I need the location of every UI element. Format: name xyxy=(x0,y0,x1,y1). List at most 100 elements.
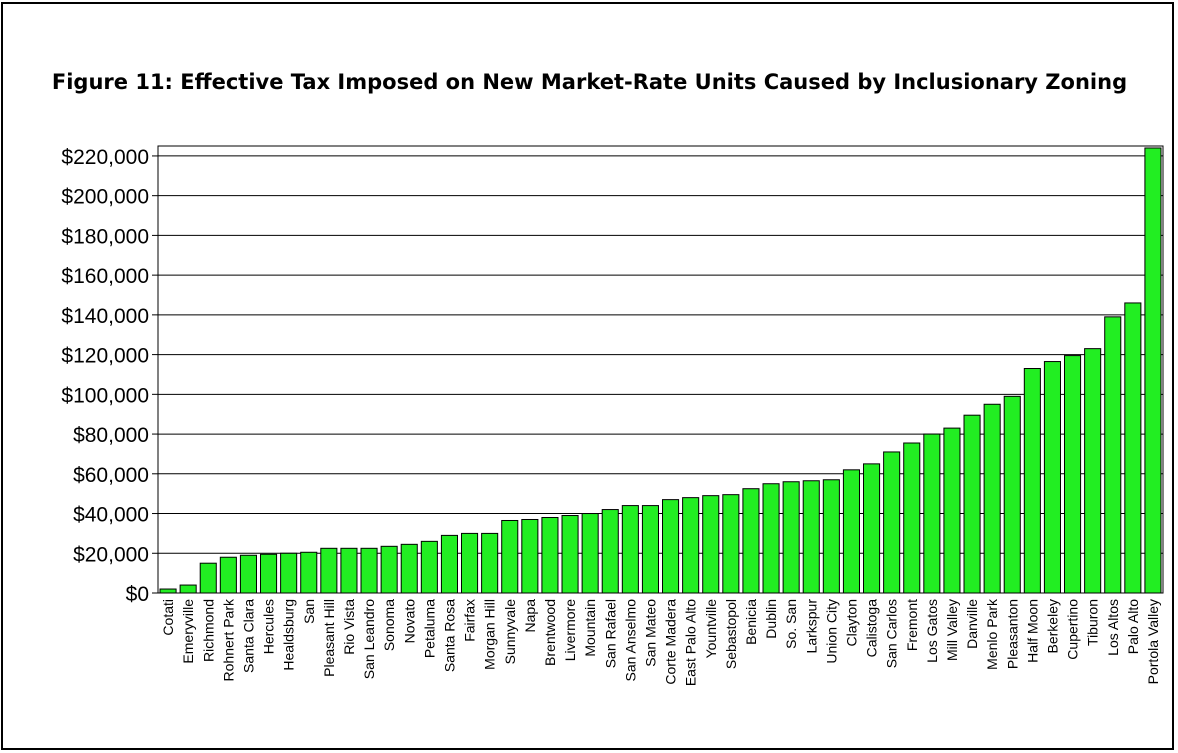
y-tick-label: $200,000 xyxy=(61,186,149,209)
bar xyxy=(682,497,700,594)
y-tick-label: $0 xyxy=(126,583,149,606)
bar xyxy=(1124,302,1142,594)
x-tick-label: San xyxy=(301,599,317,624)
x-tick-label: Sunnyvale xyxy=(502,599,518,665)
x-tick-label: Brentwood xyxy=(542,599,558,666)
x-tick-label: Cupertino xyxy=(1065,599,1081,660)
bar xyxy=(762,483,780,594)
bar xyxy=(722,494,740,594)
bar xyxy=(239,554,257,594)
x-tick-label: Cotati xyxy=(160,599,176,636)
bar xyxy=(300,551,318,594)
bar xyxy=(1064,355,1082,594)
bar xyxy=(903,442,921,594)
bar xyxy=(581,513,599,594)
x-tick-label: Los Gatos xyxy=(924,599,940,663)
bar xyxy=(340,547,358,594)
x-tick-label: San Carlos xyxy=(884,599,900,668)
x-tick-label: Yountville xyxy=(703,599,719,659)
x-tick-label: Richmond xyxy=(200,599,216,662)
x-tick-label: East Palo Alto xyxy=(683,599,699,686)
x-tick-label: Danville xyxy=(964,599,980,649)
x-tick-label: Larkspur xyxy=(803,599,819,654)
x-tick-label: Emeryville xyxy=(180,599,196,664)
x-tick-label: Menlo Park xyxy=(984,598,1000,670)
x-tick-label: Morgan Hill xyxy=(482,599,498,670)
bar xyxy=(842,469,860,594)
x-tick-label: Petaluma xyxy=(421,599,437,658)
x-tick-label: Calistoga xyxy=(864,599,880,658)
x-tick-label: Rio Vista xyxy=(341,599,357,655)
bar xyxy=(320,547,338,594)
bar xyxy=(943,427,961,594)
bar xyxy=(199,562,217,594)
bar xyxy=(1084,348,1102,594)
bar xyxy=(561,515,579,594)
y-tick-label: $60,000 xyxy=(73,464,149,487)
x-tick-label: Fremont xyxy=(904,599,920,651)
x-tick-label: Rohnert Park xyxy=(220,598,236,681)
bar xyxy=(541,517,559,594)
bar xyxy=(863,463,881,594)
chart-title: Figure 11: Effective Tax Imposed on New … xyxy=(51,70,1128,94)
bar xyxy=(159,588,177,594)
x-tick-label: Mill Valley xyxy=(944,599,960,661)
x-tick-label: Corte Madera xyxy=(663,599,679,685)
bar xyxy=(963,414,981,594)
y-tick-label: $80,000 xyxy=(73,424,149,447)
x-tick-label: Pleasanton xyxy=(1004,599,1020,669)
x-tick-label: Union City xyxy=(823,599,839,664)
bar xyxy=(179,584,197,594)
bar xyxy=(702,495,720,594)
bar xyxy=(802,480,820,594)
bar xyxy=(782,481,800,594)
bar xyxy=(219,556,237,594)
bar xyxy=(481,532,499,594)
x-tick-label: San Mateo xyxy=(642,599,658,667)
bar xyxy=(1144,147,1162,594)
bar xyxy=(501,519,519,594)
x-tick-label: Santa Rosa xyxy=(441,599,457,672)
bar xyxy=(420,540,438,594)
x-tick-label: San Rafael xyxy=(602,599,618,668)
bar xyxy=(440,534,458,594)
x-tick-label: Santa Clara xyxy=(240,599,256,673)
bar xyxy=(360,547,378,594)
x-tick-label: Dublin xyxy=(763,599,779,639)
x-tick-label: San Anselmo xyxy=(622,599,638,682)
x-tick-label: Healdsburg xyxy=(281,599,297,671)
y-tick-label: $100,000 xyxy=(61,384,149,407)
y-tick-label: $220,000 xyxy=(61,146,149,169)
bar xyxy=(1023,368,1041,594)
bar xyxy=(662,499,680,594)
x-tick-label: Fairfax xyxy=(462,599,478,642)
x-tick-label: Sonoma xyxy=(381,599,397,651)
x-tick-label: Palo Alto xyxy=(1125,599,1141,654)
x-tick-label: San Leandro xyxy=(361,599,377,679)
bar xyxy=(601,509,619,594)
bar xyxy=(461,532,479,594)
x-tick-label: Half Moon xyxy=(1024,599,1040,663)
x-tick-label: Novato xyxy=(401,599,417,644)
x-tick-label: Livermore xyxy=(562,599,578,661)
bar xyxy=(521,518,539,594)
bar xyxy=(260,553,278,594)
bar xyxy=(1003,395,1021,594)
bar xyxy=(983,403,1001,594)
bar xyxy=(1104,316,1122,594)
x-tick-label: Napa xyxy=(522,599,538,633)
bar xyxy=(621,505,639,594)
x-tick-label: Mountain xyxy=(582,599,598,657)
x-tick-label: Tiburon xyxy=(1085,599,1101,646)
bar xyxy=(1043,361,1061,594)
bar xyxy=(641,505,659,594)
bar xyxy=(883,451,901,594)
bar xyxy=(822,479,840,594)
y-tick-label: $140,000 xyxy=(61,305,149,328)
bar xyxy=(380,545,398,594)
x-tick-label: Los Altos xyxy=(1105,599,1121,656)
y-tick-label: $120,000 xyxy=(61,345,149,368)
x-tick-label: Benicia xyxy=(743,599,759,645)
bar xyxy=(742,488,760,594)
bar xyxy=(923,433,941,594)
